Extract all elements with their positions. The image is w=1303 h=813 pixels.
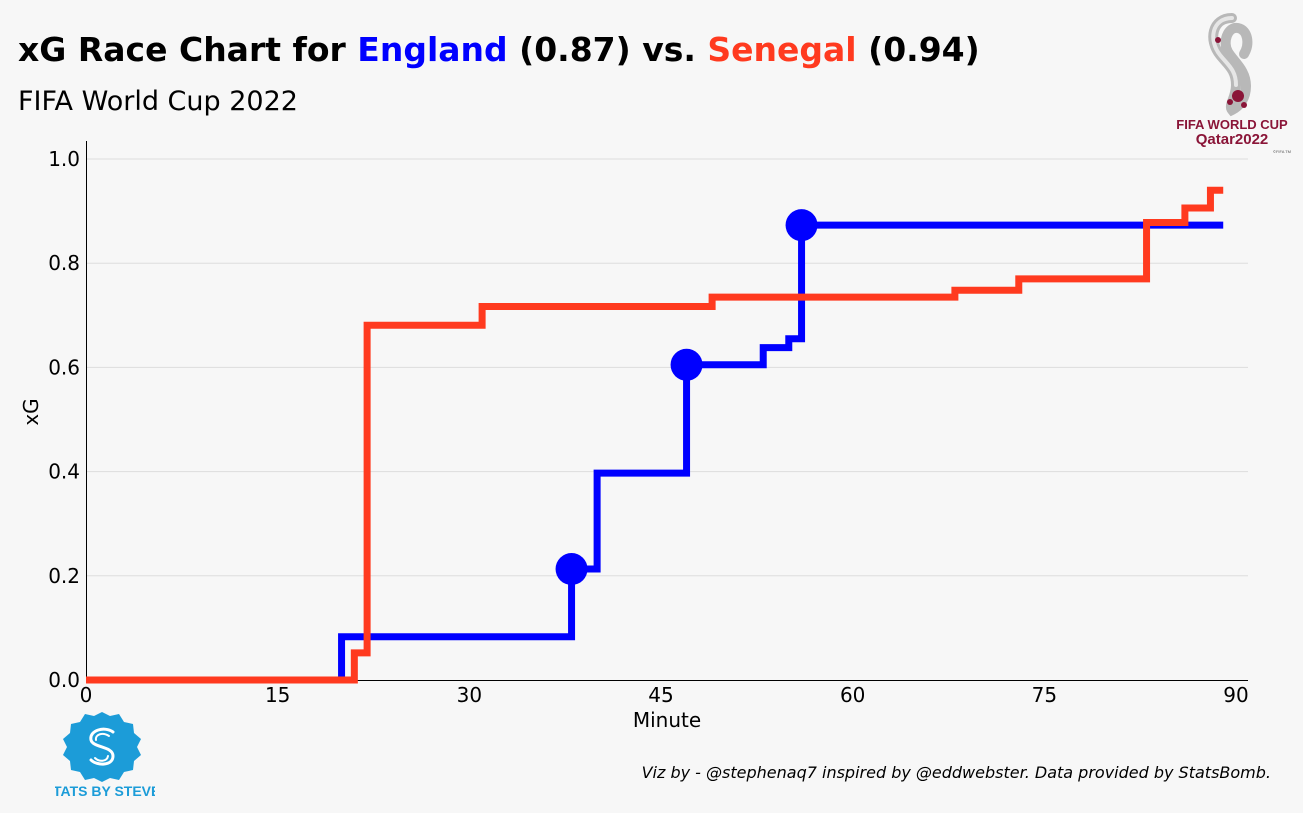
y-tick-label: 1.0 bbox=[48, 147, 80, 171]
chart-title: xG Race Chart for England (0.87) vs. Sen… bbox=[18, 30, 980, 69]
sbs-badge-icon bbox=[63, 712, 141, 782]
chart-subtitle: FIFA World Cup 2022 bbox=[18, 86, 298, 117]
goal-markers bbox=[555, 209, 818, 586]
goal-marker-england bbox=[555, 553, 588, 586]
x-tick-label: 45 bbox=[648, 683, 673, 707]
x-axis-label: Minute bbox=[633, 708, 701, 732]
credit-text: Viz by - @stephenaq7 inspired by @eddweb… bbox=[641, 763, 1271, 782]
title-team2-xg: (0.94) bbox=[856, 30, 980, 69]
y-tick-label: 0.0 bbox=[48, 668, 80, 692]
y-tick-label: 0.4 bbox=[48, 460, 80, 484]
tick-labels: 0.0 0.2 0.4 0.6 0.8 1.0 0 15 30 45 60 75 90 bbox=[48, 147, 1249, 707]
series-line-england bbox=[86, 221, 1224, 684]
y-axis-label: xG bbox=[19, 398, 43, 425]
goal-marker-england bbox=[670, 348, 703, 381]
world-cup-logo: FIFA WORLD CUP Qatar2022 ©FIFA TM bbox=[1176, 13, 1291, 154]
y-tick-label: 0.8 bbox=[48, 251, 80, 275]
x-tick-label: 60 bbox=[840, 683, 865, 707]
title-team1: England bbox=[357, 30, 508, 69]
title-prefix: xG Race Chart for bbox=[18, 30, 358, 69]
x-tick-label: 15 bbox=[265, 683, 290, 707]
y-tick-label: 0.6 bbox=[48, 355, 80, 379]
fifa-tm-text: ©FIFA TM bbox=[1273, 149, 1291, 154]
trophy-emblem bbox=[1208, 13, 1253, 117]
x-tick-label: 0 bbox=[80, 683, 93, 707]
sbs-text: STATS BY STEVE bbox=[55, 783, 155, 799]
stats-by-steve-logo: STATS BY STEVE bbox=[55, 712, 155, 799]
x-tick-label: 75 bbox=[1032, 683, 1057, 707]
world-cup-text: FIFA WORLD CUP bbox=[1176, 117, 1288, 132]
series-line-senegal bbox=[86, 186, 1224, 684]
x-tick-label: 30 bbox=[457, 683, 482, 707]
goal-marker-england bbox=[785, 209, 818, 242]
grid-lines bbox=[86, 158, 1248, 577]
title-team1-xg: (0.87) vs. bbox=[507, 30, 708, 69]
x-tick-label: 90 bbox=[1223, 683, 1248, 707]
series bbox=[86, 186, 1224, 684]
qatar-text: Qatar2022 bbox=[1196, 131, 1269, 148]
title-team2: Senegal bbox=[707, 30, 857, 69]
y-tick-label: 0.2 bbox=[48, 564, 80, 588]
